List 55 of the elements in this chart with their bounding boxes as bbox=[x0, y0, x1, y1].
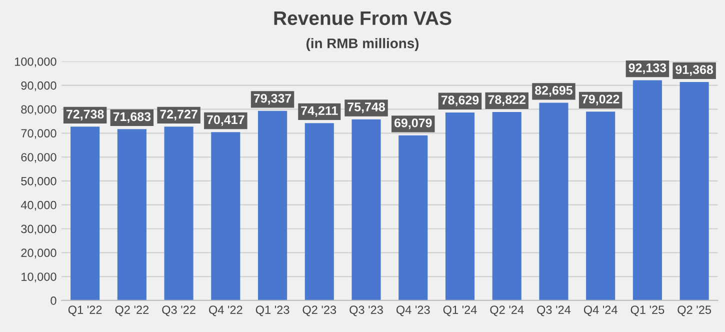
bar bbox=[304, 123, 334, 300]
y-tick-label: 90,000 bbox=[21, 81, 56, 92]
y-tick-label: 70,000 bbox=[21, 129, 56, 139]
data-label: 82,695 bbox=[535, 86, 572, 97]
bar bbox=[680, 82, 709, 300]
x-tick-label: Q1 '25 bbox=[630, 306, 664, 316]
x-tick-label: Q2 '24 bbox=[490, 306, 524, 316]
bar bbox=[70, 126, 100, 300]
y-tick-label: 30,000 bbox=[21, 224, 56, 235]
bar bbox=[258, 110, 288, 300]
bar bbox=[117, 129, 146, 300]
bar bbox=[539, 102, 568, 300]
x-tick-label: Q1 '24 bbox=[443, 306, 477, 316]
y-tick-label: 10,000 bbox=[22, 272, 56, 282]
x-tick-label: Q1 '22 bbox=[68, 306, 102, 316]
x-tick-label: Q3 '24 bbox=[537, 306, 571, 316]
data-label: 72,727 bbox=[160, 110, 198, 120]
bar bbox=[211, 132, 240, 300]
x-tick-label: Q2 '22 bbox=[115, 306, 149, 316]
x-tick-label: Q4 '23 bbox=[396, 306, 430, 316]
x-tick-label: Q2 '25 bbox=[678, 306, 712, 316]
bar bbox=[445, 112, 475, 300]
chart-title: Revenue From VAS bbox=[274, 11, 452, 26]
y-tick-label: 40,000 bbox=[20, 200, 56, 211]
x-tick-label: Q4 '22 bbox=[209, 306, 242, 316]
data-label: 91,368 bbox=[676, 65, 714, 76]
x-tick-label: Q4 '24 bbox=[584, 306, 618, 316]
data-label: 79,022 bbox=[582, 94, 620, 106]
data-label: 71,683 bbox=[113, 112, 151, 123]
data-label: 69,079 bbox=[394, 118, 432, 130]
x-tick-label: Q3 '23 bbox=[350, 306, 383, 316]
data-label: 75,748 bbox=[348, 102, 385, 114]
x-tick-label: Q3 '22 bbox=[162, 306, 196, 316]
y-tick-label: 20,000 bbox=[21, 248, 56, 258]
y-tick-label: 50,000 bbox=[21, 176, 56, 187]
y-tick-label: 80,000 bbox=[21, 105, 56, 116]
data-label: 78,822 bbox=[488, 95, 526, 106]
bar bbox=[586, 112, 616, 300]
y-tick-label: 0 bbox=[50, 296, 56, 305]
bar bbox=[164, 126, 194, 300]
y-tick-label: 100,000 bbox=[14, 57, 56, 68]
y-tick-label: 60,000 bbox=[21, 153, 56, 163]
bar bbox=[398, 135, 428, 300]
data-label: 79,337 bbox=[254, 94, 292, 105]
chart-subtitle: (in RMB millions) bbox=[306, 38, 419, 52]
bar bbox=[352, 119, 381, 300]
data-label: 78,629 bbox=[441, 96, 479, 106]
data-label: 70,417 bbox=[207, 115, 244, 126]
x-tick-label: Q1 '23 bbox=[256, 306, 290, 316]
data-label: 92,133 bbox=[628, 63, 666, 74]
bar bbox=[632, 80, 662, 300]
data-label: 74,211 bbox=[301, 106, 338, 117]
x-tick-label: Q2 '23 bbox=[302, 306, 336, 316]
bar bbox=[492, 112, 522, 300]
data-label: 72,738 bbox=[66, 110, 104, 120]
